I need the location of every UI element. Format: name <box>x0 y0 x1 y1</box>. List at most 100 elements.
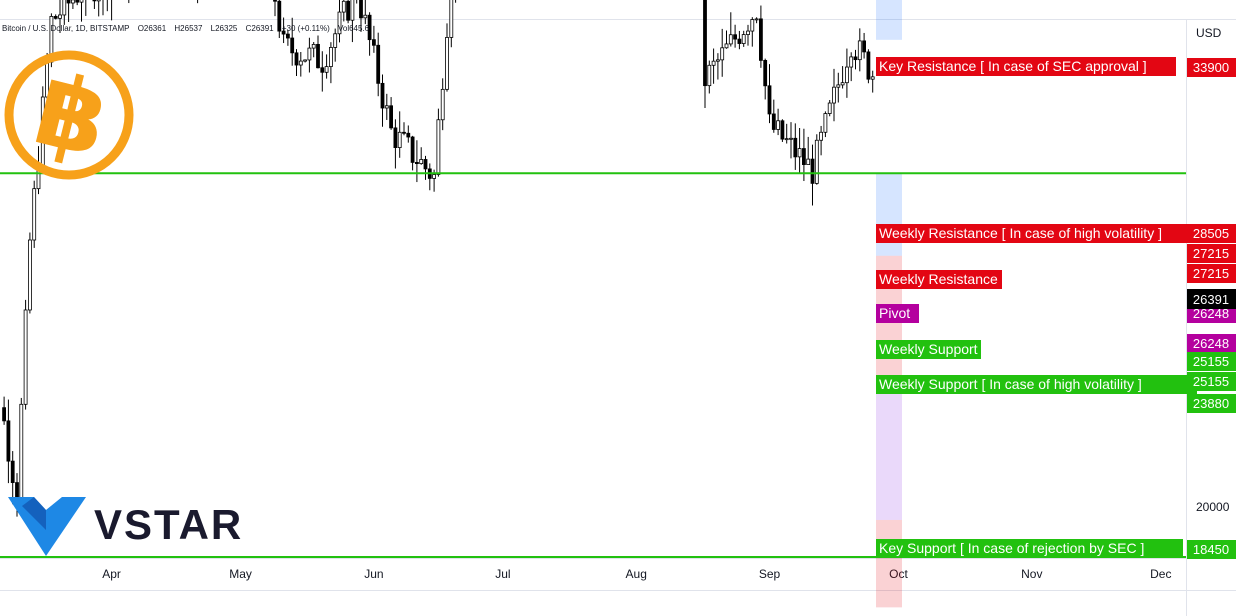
symbol-header: Bitcoin / U.S. Dollar, 1D, BITSTAMP O263… <box>2 24 375 33</box>
vstar-logo-shade <box>22 497 46 530</box>
candle <box>414 162 419 165</box>
volume-readout: Vol645.6 <box>337 24 370 33</box>
level-label-bg <box>876 224 1218 243</box>
level-label: Weekly Support [ In case of high volatil… <box>879 376 1142 392</box>
last-price-chip-bg <box>1187 289 1236 309</box>
candle <box>75 0 80 3</box>
candle <box>793 137 798 158</box>
candle <box>402 131 406 134</box>
price-chip-bg <box>1187 540 1236 559</box>
candle <box>285 33 290 39</box>
candle <box>862 40 866 53</box>
candle <box>763 59 768 87</box>
price-chip-bg <box>1187 244 1236 263</box>
price-chip: 26248 <box>1193 336 1229 351</box>
candle <box>814 139 819 184</box>
bitcoin-logo-ring <box>4 50 134 180</box>
level-label-bg <box>876 375 1197 394</box>
candle <box>436 119 441 175</box>
candle <box>423 159 428 170</box>
price-chip-bg <box>1187 372 1236 391</box>
price-chip: 28505 <box>1193 226 1229 241</box>
level-label: Weekly Resistance [ In case of high vola… <box>879 225 1162 241</box>
level-label-bg <box>876 304 919 323</box>
x-tick-label: Aug <box>626 567 647 581</box>
candle <box>754 18 759 21</box>
candle <box>866 51 871 80</box>
price-chip-bg <box>1187 224 1236 243</box>
candle <box>720 47 725 61</box>
ohlc-low: L26325 <box>210 24 238 33</box>
candle <box>294 52 299 66</box>
candle <box>6 420 11 462</box>
candle <box>324 66 329 73</box>
symbol-name: Bitcoin / U.S. Dollar, 1D, BITSTAMP <box>2 24 130 33</box>
candle <box>406 132 411 138</box>
candle <box>53 16 58 19</box>
candle <box>802 148 806 165</box>
candle <box>840 82 845 86</box>
price-chip-bg <box>1187 58 1236 77</box>
candle <box>449 0 454 38</box>
currency-label: USD <box>1196 26 1222 40</box>
candle <box>853 56 858 61</box>
candle <box>363 14 368 19</box>
candle <box>746 30 750 35</box>
candle <box>19 403 24 505</box>
price-chip: 33900 <box>1193 60 1229 75</box>
candle <box>298 60 303 66</box>
candle <box>96 0 101 2</box>
candle <box>371 39 376 46</box>
candle <box>857 40 862 61</box>
level-label-bg <box>876 57 1176 76</box>
candle <box>350 0 355 21</box>
candle <box>410 136 415 163</box>
candle <box>316 43 320 69</box>
x-tick-label: May <box>229 567 252 581</box>
candle <box>771 113 776 130</box>
price-chip: 27215 <box>1193 246 1229 261</box>
candle <box>66 0 71 4</box>
candle <box>10 460 15 483</box>
candle <box>2 407 6 422</box>
candle <box>806 158 811 165</box>
candle <box>58 14 62 19</box>
candle <box>849 56 854 68</box>
candle <box>359 0 363 19</box>
candle <box>784 138 789 141</box>
candle <box>27 239 32 311</box>
candle <box>432 174 437 179</box>
candle <box>376 44 381 84</box>
price-chip: 26248 <box>1193 306 1229 321</box>
candle <box>290 37 295 54</box>
candle <box>827 102 832 114</box>
candle <box>759 18 763 61</box>
candle <box>810 158 815 184</box>
x-tick-label: Nov <box>1021 567 1042 581</box>
candle <box>328 47 333 67</box>
candle <box>716 59 720 62</box>
candle <box>92 0 97 2</box>
candle <box>703 0 707 87</box>
candle <box>23 309 28 405</box>
x-tick-label: Jun <box>364 567 383 581</box>
price-chip: 23880 <box>1193 396 1229 411</box>
last-price-chip: 26391 <box>1193 292 1229 307</box>
candle <box>71 0 75 4</box>
candle <box>333 33 338 48</box>
vstar-logo-icon <box>8 497 86 556</box>
zone-lower-blue <box>876 173 902 256</box>
price-chip-bg <box>1187 334 1236 353</box>
candle <box>741 34 746 44</box>
level-label: Key Support [ In case of rejection by SE… <box>879 540 1144 556</box>
candle <box>832 86 836 104</box>
candle <box>823 113 828 133</box>
level-label-bg <box>876 270 1002 289</box>
candle <box>728 34 733 45</box>
candle <box>277 0 282 32</box>
level-label: Key Resistance [ In case of SEC approval… <box>879 58 1147 74</box>
candle <box>737 38 742 44</box>
candle <box>750 19 755 32</box>
candle <box>320 67 325 73</box>
